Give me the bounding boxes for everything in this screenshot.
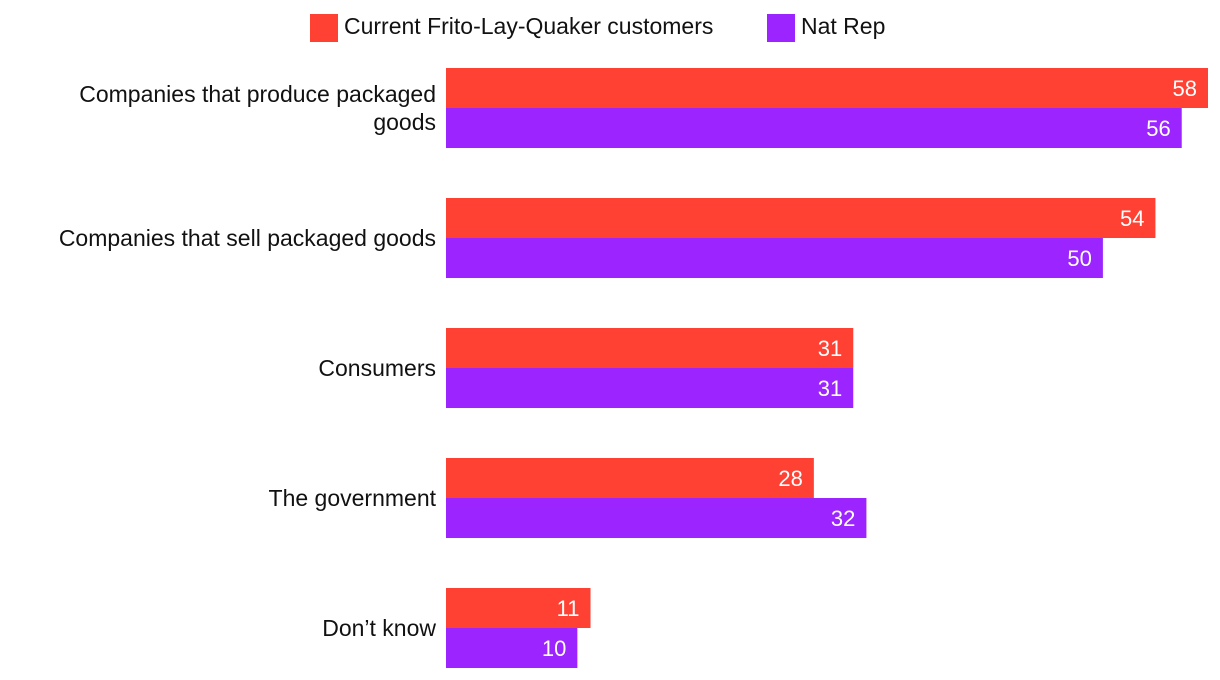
category-label-line: The government: [269, 485, 437, 511]
bar-current-customers: [446, 458, 814, 498]
category-label: Consumers: [318, 355, 436, 381]
plot-area: Companies that produce packaged goods 5856…: [59, 68, 1208, 668]
bar-current-customers: [446, 198, 1156, 238]
legend-label-nat-rep: Nat Rep: [801, 13, 885, 39]
data-label: 58: [1173, 76, 1197, 101]
category-label: Companies that produce packaged goods: [79, 81, 436, 135]
data-label: 31: [818, 336, 842, 361]
data-label: 32: [831, 506, 855, 531]
category-label: Companies that sell packaged goods: [59, 225, 436, 251]
bar-nat-rep: [446, 108, 1182, 148]
legend-label-current-customers: Current Frito-Lay-Quaker customers: [344, 13, 713, 39]
category-label-line: Companies that produce packaged: [79, 81, 436, 107]
category-label-line: Companies that sell packaged goods: [59, 225, 436, 251]
bar-nat-rep: [446, 628, 578, 668]
category-label: The government: [269, 485, 437, 511]
data-label: 28: [778, 466, 802, 491]
data-label: 56: [1146, 116, 1170, 141]
data-label: 11: [557, 596, 580, 621]
category-label-line: goods: [373, 109, 436, 135]
data-label: 50: [1067, 246, 1091, 271]
bar-current-customers: [446, 68, 1208, 108]
data-label: 31: [818, 376, 842, 401]
bar-current-customers: [446, 328, 854, 368]
category-label-line: Don’t know: [322, 615, 436, 641]
category-label: Don’t know: [322, 615, 436, 641]
bar-nat-rep: [446, 238, 1103, 278]
legend-swatch-nat-rep: [767, 14, 795, 42]
data-label: 10: [542, 636, 566, 661]
bar-current-customers: [446, 588, 591, 628]
chart-legend: Current Frito-Lay-Quaker customers Nat R…: [310, 13, 885, 42]
data-label: 54: [1120, 206, 1144, 231]
category-label-line: Consumers: [318, 355, 436, 381]
bar-nat-rep: [446, 368, 854, 408]
bar-nat-rep: [446, 498, 867, 538]
legend-swatch-current-customers: [310, 14, 338, 42]
